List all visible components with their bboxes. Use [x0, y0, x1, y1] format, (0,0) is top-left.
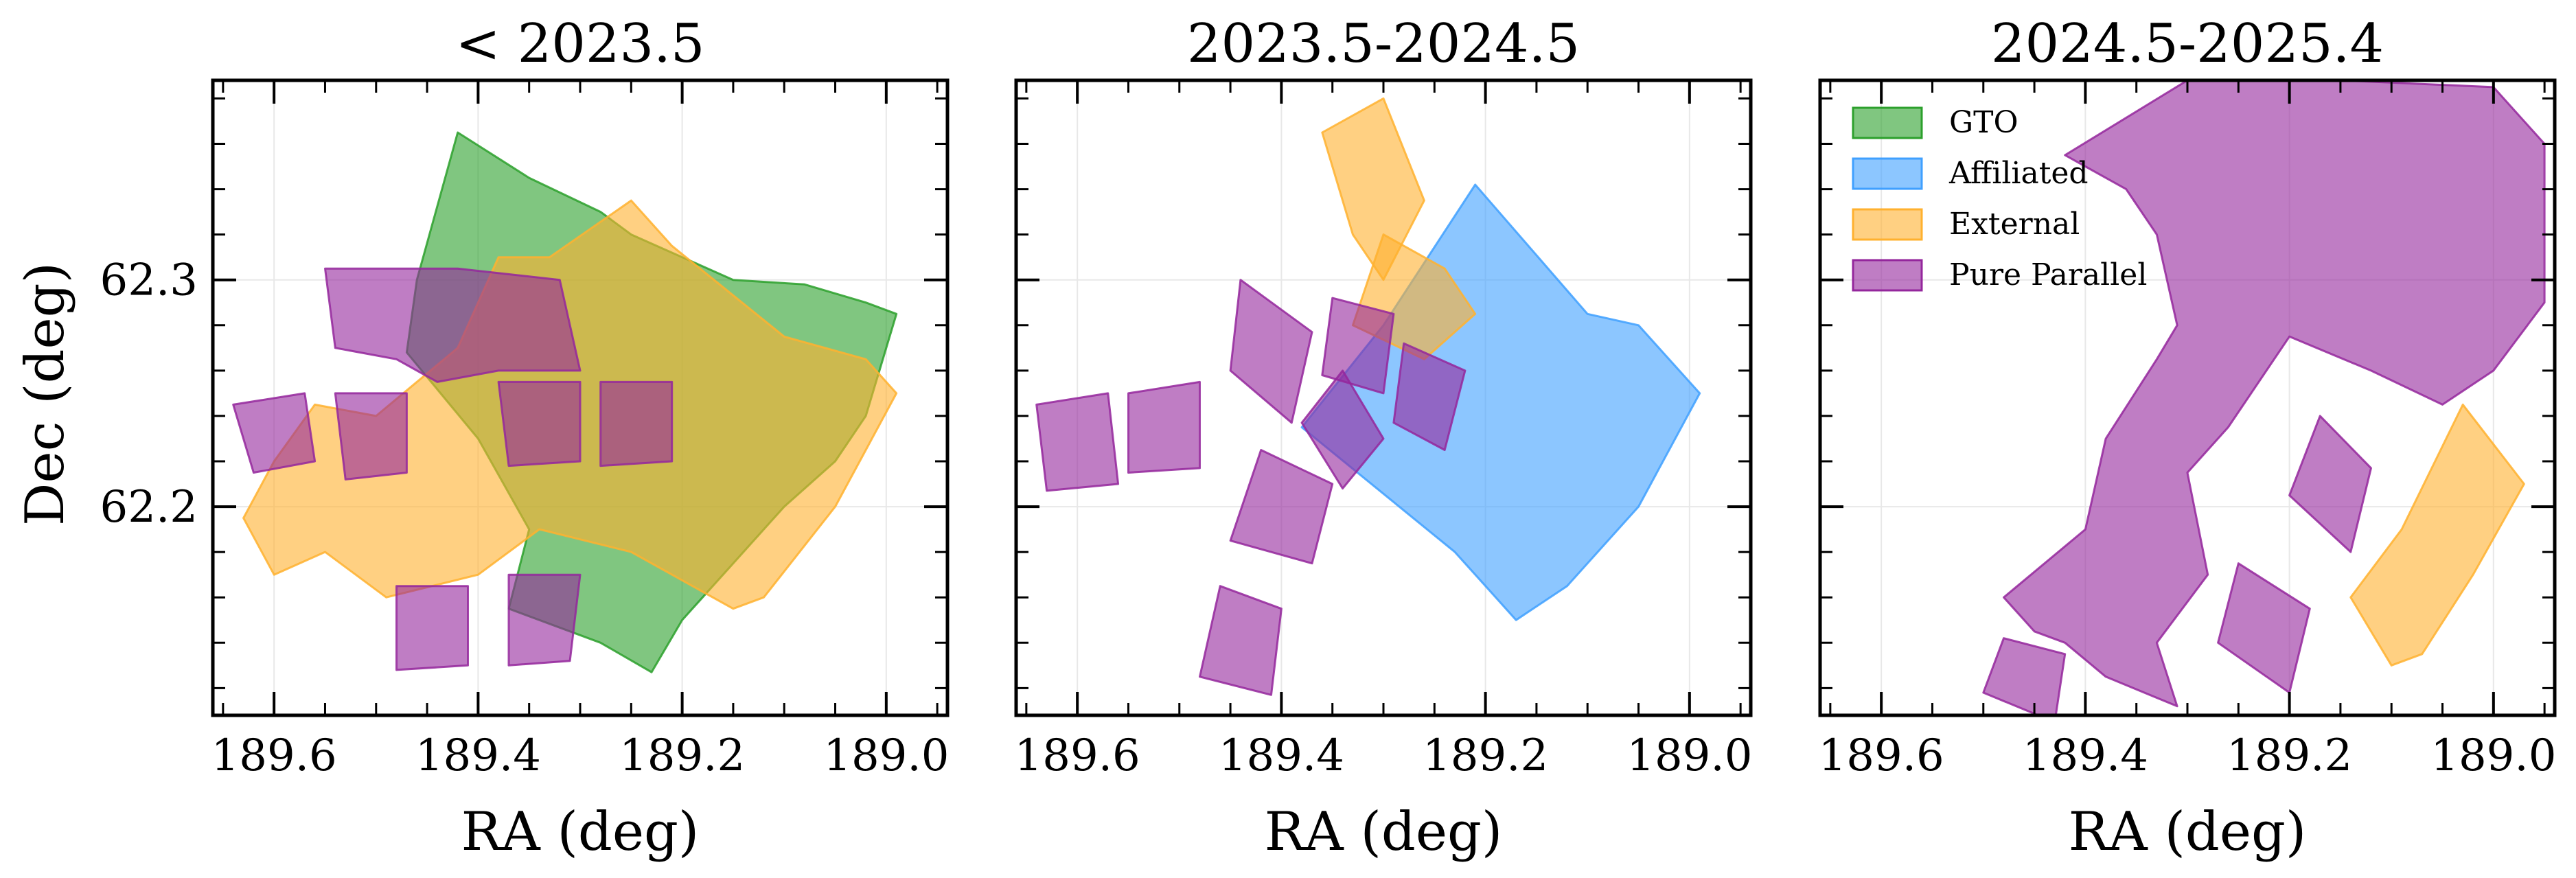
panel-2: 189.6 189.4 189.2 189.0 RA (deg) 2023.5-2024.… — [1014, 13, 1753, 863]
footprint-external — [2349, 403, 2525, 667]
legend-swatch-pure-parallel — [1852, 259, 1923, 292]
x-axis-label: RA (deg) — [2069, 801, 2307, 863]
legend: GTO Affiliated External Pure Parallel — [1852, 105, 2147, 292]
x-tick-label: 189.2 — [2227, 730, 2352, 781]
x-tick-label: 189.2 — [1423, 730, 1548, 781]
legend-label-pure-parallel: Pure Parallel — [1949, 257, 2147, 292]
footprint-pure-parallel — [1321, 297, 1395, 395]
legend-swatch-external — [1852, 208, 1923, 241]
footprint-pure-parallel — [1035, 392, 1120, 492]
panel-3: 189.6 189.4 189.2 189.0 RA (deg) 2024.5-2025.… — [1818, 13, 2557, 863]
x-tick-label: 189.0 — [823, 730, 949, 781]
legend-label-gto: GTO — [1949, 105, 2019, 140]
footprints — [1035, 97, 1701, 696]
footprint-pure-parallel — [395, 585, 469, 671]
panel-title: 2023.5-2024.5 — [1187, 13, 1580, 75]
x-axis-label: RA (deg) — [1265, 801, 1503, 863]
legend-swatch-gto — [1852, 106, 1923, 139]
panels: 189.6 189.4 189.2 189.0 62.2 62.3 RA (deg) < 20… — [100, 13, 2557, 863]
footprint-pure-parallel — [497, 380, 582, 467]
footprint-pure-parallel — [232, 392, 317, 474]
x-tick-label: 189.0 — [1626, 730, 1752, 781]
footprint-pure-parallel — [1229, 449, 1334, 565]
x-tick-label: 189.6 — [1819, 730, 1944, 781]
legend-label-affiliated: Affiliated — [1948, 156, 2089, 191]
footprint-pure-parallel — [1229, 279, 1313, 424]
x-tick-label: 189.0 — [2430, 730, 2556, 781]
footprints — [1982, 80, 2546, 715]
legend-label-external: External — [1949, 207, 2080, 242]
x-tick-label: 189.6 — [1015, 730, 1140, 781]
y-tick-label: 62.3 — [100, 255, 198, 306]
footprint-external — [1321, 97, 1425, 281]
footprint-pure-parallel — [334, 392, 408, 481]
panel-1: 189.6 189.4 189.2 189.0 62.2 62.3 RA (deg) < 20… — [100, 13, 950, 863]
panel-title: < 2023.5 — [455, 13, 704, 75]
footprint-pure-parallel — [2003, 80, 2546, 708]
footprints — [232, 131, 898, 673]
footprint-pure-parallel — [1392, 342, 1467, 451]
footprint-pure-parallel — [507, 573, 582, 667]
y-tick-label: 62.2 — [100, 482, 198, 533]
x-tick-label: 189.4 — [415, 730, 541, 781]
footprint-pure-parallel — [1982, 637, 2067, 715]
x-tick-label: 189.4 — [1219, 730, 1344, 781]
x-tick-label: 189.2 — [619, 730, 745, 781]
footprint-pure-parallel — [1199, 585, 1283, 696]
x-axis-label: RA (deg) — [461, 801, 700, 863]
legend-swatch-affiliated — [1852, 157, 1923, 190]
x-tick-label: 189.4 — [2023, 730, 2148, 781]
panel-title: 2024.5-2025.4 — [1991, 13, 2384, 75]
y-axis-label: Dec (deg) — [14, 262, 76, 526]
footprint-pure-parallel — [1300, 369, 1385, 490]
x-tick-label: 189.6 — [211, 730, 337, 781]
footprint-pure-parallel — [599, 380, 674, 467]
footprint-pure-parallel — [2288, 415, 2372, 553]
footprint-pure-parallel — [324, 267, 582, 383]
footprint-pure-parallel — [1127, 380, 1201, 474]
